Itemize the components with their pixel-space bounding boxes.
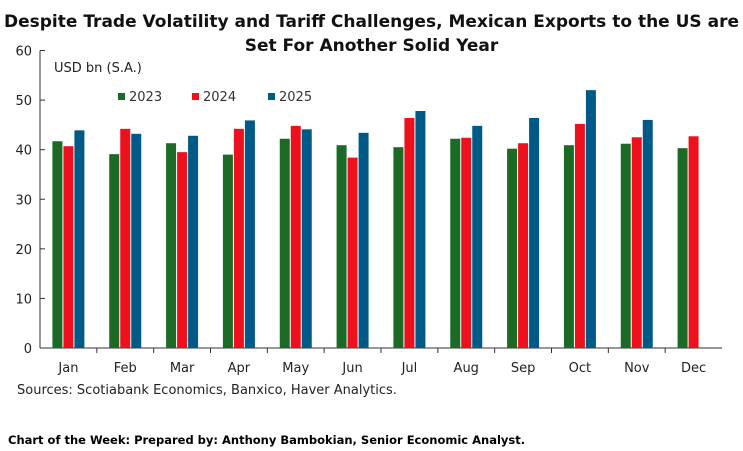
bar-2023-Nov: [620, 143, 631, 348]
bar-2025-Jun: [358, 132, 369, 348]
y-tick-label: 30: [15, 193, 32, 208]
x-tick-label: Aug: [454, 361, 479, 376]
bar-2025-Sep: [529, 117, 540, 348]
y-tick-label: 20: [15, 243, 32, 258]
bar-2025-Apr: [244, 120, 255, 348]
x-tick-label: Apr: [228, 361, 251, 376]
x-tick-label: Feb: [114, 361, 137, 376]
bar-2024-May: [290, 125, 301, 348]
y-tick-label: 60: [15, 45, 32, 60]
x-tick-label: Nov: [624, 361, 650, 376]
bar-2024-Nov: [631, 137, 642, 348]
bar-2023-Aug: [450, 138, 461, 348]
bar-2024-Dec: [688, 136, 699, 348]
y-axis-label: USD bn (S.A.): [54, 61, 142, 76]
x-tick-label: Jun: [341, 361, 362, 376]
y-tick-label: 50: [15, 94, 32, 109]
bar-2024-Feb: [120, 128, 131, 348]
bar-2024-Sep: [518, 143, 529, 348]
y-tick-label: 10: [15, 292, 32, 307]
bar-2025-May: [301, 129, 312, 348]
bar-2023-Jun: [336, 145, 347, 348]
bar-2023-Jan: [52, 141, 63, 348]
x-tick-label: Sep: [511, 361, 536, 376]
bar-2023-Sep: [507, 148, 518, 348]
bar-2025-Mar: [188, 135, 199, 348]
source-note: Sources: Scotiabank Economics, Banxico, …: [17, 383, 397, 398]
x-tick-label: Jan: [57, 361, 78, 376]
x-tick-label: Dec: [681, 361, 706, 376]
bar-2024-Jan: [63, 146, 74, 348]
bar-2025-Oct: [585, 90, 596, 349]
x-tick-label: Mar: [170, 361, 195, 376]
x-tick-label: May: [282, 361, 309, 376]
bar-2023-Jul: [393, 147, 404, 348]
bar-2024-Mar: [177, 152, 188, 348]
legend-label-2024: 2024: [203, 90, 236, 105]
bar-2024-Oct: [574, 123, 585, 348]
bar-2025-Feb: [131, 133, 142, 348]
x-tick-label: Oct: [569, 361, 591, 376]
bar-2023-Mar: [166, 143, 177, 348]
y-tick-label: 40: [15, 144, 32, 159]
legend-swatch-2024: [192, 93, 199, 100]
bar-2024-Jun: [347, 157, 358, 348]
bar-2025-Aug: [472, 125, 483, 348]
bar-2025-Jan: [74, 130, 85, 348]
bar-2024-Aug: [461, 137, 472, 348]
chart-title-line1: Despite Trade Volatility and Tariff Chal…: [4, 12, 739, 32]
legend-label-2025: 2025: [279, 90, 312, 105]
bar-2023-Feb: [109, 154, 120, 348]
chart-title-line2: Set For Another Solid Year: [244, 36, 499, 56]
bar-2025-Nov: [642, 119, 653, 349]
x-tick-label: Jul: [401, 361, 418, 376]
legend-label-2023: 2023: [129, 90, 162, 105]
bar-2025-Jul: [415, 110, 426, 348]
bar-2024-Jul: [404, 117, 415, 348]
bar-2023-May: [279, 138, 290, 348]
y-tick-label: 0: [24, 342, 32, 357]
bar-2023-Oct: [563, 145, 574, 348]
legend-swatch-2023: [118, 93, 125, 100]
bar-2023-Dec: [677, 148, 688, 348]
legend-swatch-2025: [268, 93, 275, 100]
bar-2023-Apr: [222, 154, 233, 348]
footer-note: Chart of the Week: Prepared by: Anthony …: [8, 433, 526, 447]
bar-2024-Apr: [233, 128, 244, 348]
